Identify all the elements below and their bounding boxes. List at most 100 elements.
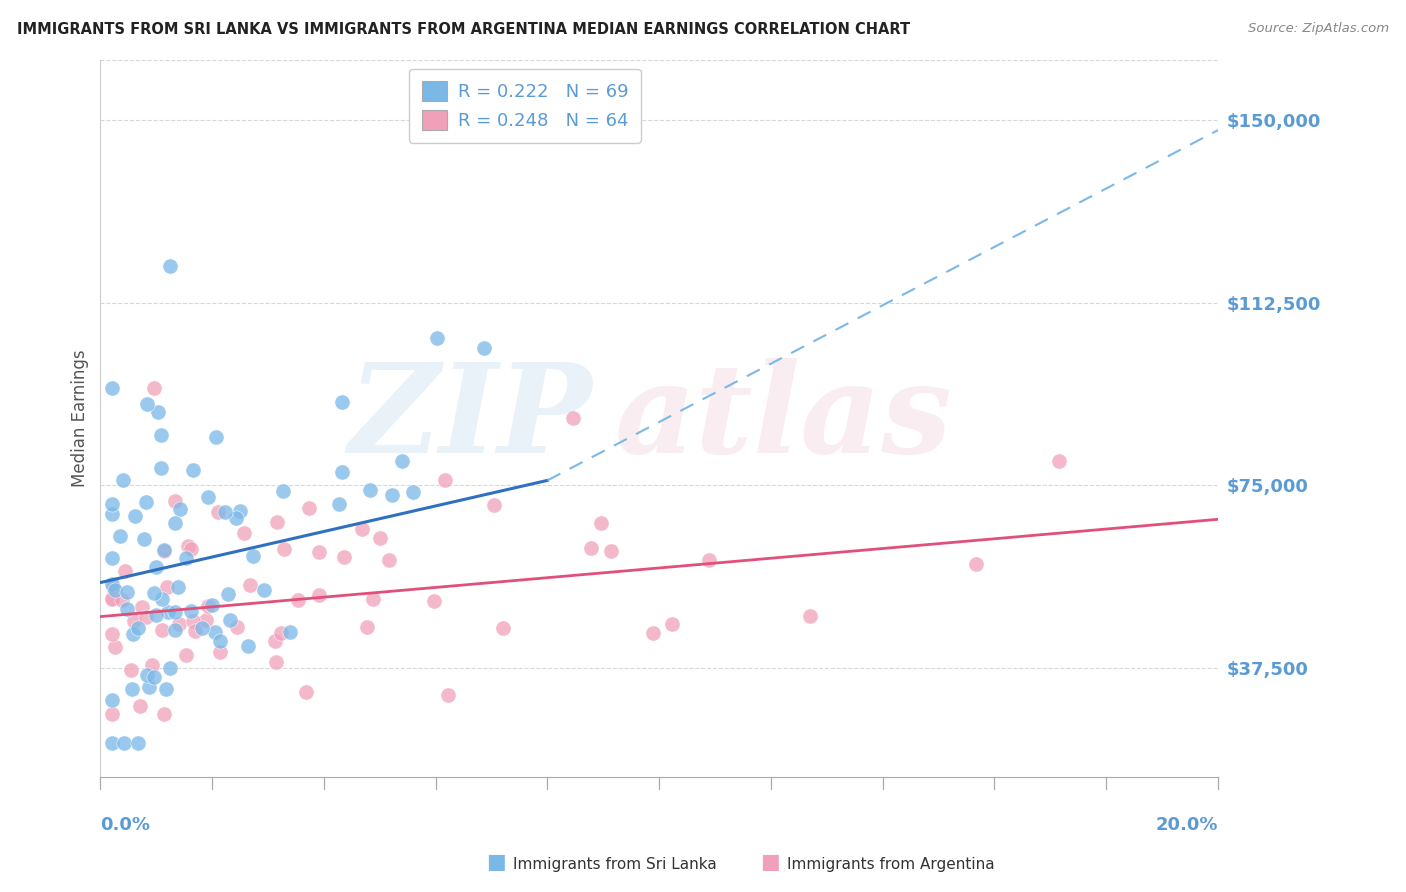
Point <box>333 550 356 565</box>
Point <box>328 497 350 511</box>
Point <box>229 504 252 518</box>
Point <box>114 564 136 578</box>
Point <box>159 661 181 675</box>
Point <box>157 605 180 619</box>
Point <box>330 394 353 409</box>
Point <box>127 736 149 750</box>
Point <box>159 260 181 274</box>
Point <box>163 605 186 619</box>
Point <box>239 578 262 592</box>
Point <box>426 331 449 345</box>
Point <box>112 473 135 487</box>
Point <box>149 427 172 442</box>
Point <box>242 549 264 564</box>
Point <box>134 533 156 547</box>
Point <box>266 656 288 670</box>
Point <box>799 609 821 624</box>
Point <box>204 624 226 639</box>
Point <box>153 706 176 721</box>
Point <box>697 553 720 567</box>
Point <box>111 592 134 607</box>
Point <box>330 466 353 480</box>
Point <box>287 593 309 607</box>
Point <box>169 502 191 516</box>
Point <box>128 698 150 713</box>
Point <box>163 623 186 637</box>
Point <box>661 616 683 631</box>
Point <box>217 587 239 601</box>
Point <box>298 500 321 515</box>
Point <box>965 558 987 572</box>
Point <box>350 522 373 536</box>
Point <box>148 405 170 419</box>
Text: ■: ■ <box>486 853 506 872</box>
Point <box>190 621 212 635</box>
Point <box>150 623 173 637</box>
Point <box>233 525 256 540</box>
Point <box>145 559 167 574</box>
Point <box>205 430 228 444</box>
Point <box>152 543 174 558</box>
Point <box>167 617 190 632</box>
Point <box>200 598 222 612</box>
Point <box>195 613 218 627</box>
Point <box>197 599 219 613</box>
Point <box>165 516 187 530</box>
Point <box>308 588 330 602</box>
Y-axis label: Median Earnings: Median Earnings <box>72 350 89 487</box>
Point <box>174 648 197 662</box>
Point <box>273 541 295 556</box>
Point <box>433 473 456 487</box>
Point <box>100 591 122 606</box>
Point <box>143 381 166 395</box>
Point <box>163 493 186 508</box>
Text: IMMIGRANTS FROM SRI LANKA VS IMMIGRANTS FROM ARGENTINA MEDIAN EARNINGS CORRELATI: IMMIGRANTS FROM SRI LANKA VS IMMIGRANTS … <box>17 22 910 37</box>
Point <box>253 582 276 597</box>
Point <box>100 626 122 640</box>
Point <box>236 639 259 653</box>
Point <box>104 582 127 597</box>
Point <box>278 625 301 640</box>
Point <box>100 550 122 565</box>
Point <box>141 657 163 672</box>
Point <box>270 625 292 640</box>
Point <box>266 516 288 530</box>
Point <box>115 602 138 616</box>
Point <box>135 610 157 624</box>
Text: Immigrants from Sri Lanka: Immigrants from Sri Lanka <box>513 857 717 872</box>
Point <box>100 381 122 395</box>
Text: atlas: atlas <box>614 358 952 479</box>
Text: Immigrants from Argentina: Immigrants from Argentina <box>787 857 995 872</box>
Text: ■: ■ <box>761 853 780 872</box>
Point <box>181 463 204 477</box>
Point <box>100 706 122 721</box>
Point <box>378 553 401 567</box>
Text: ZIP: ZIP <box>349 358 592 479</box>
Point <box>104 640 127 655</box>
Point <box>225 620 247 634</box>
Point <box>370 531 392 545</box>
Point <box>156 580 179 594</box>
Point <box>641 626 664 640</box>
Text: 0.0%: 0.0% <box>100 816 150 834</box>
Point <box>131 600 153 615</box>
Point <box>177 539 200 553</box>
Legend: R = 0.222   N = 69, R = 0.248   N = 64: R = 0.222 N = 69, R = 0.248 N = 64 <box>409 69 641 143</box>
Text: 20.0%: 20.0% <box>1156 816 1218 834</box>
Point <box>100 736 122 750</box>
Point <box>180 605 202 619</box>
Point <box>114 736 136 750</box>
Point <box>145 608 167 623</box>
Point <box>183 624 205 638</box>
Point <box>100 507 122 521</box>
Point <box>308 545 330 559</box>
Point <box>472 342 495 356</box>
Text: Source: ZipAtlas.com: Source: ZipAtlas.com <box>1249 22 1389 36</box>
Point <box>110 529 132 543</box>
Point <box>482 498 505 512</box>
Point <box>361 591 384 606</box>
Point <box>127 621 149 635</box>
Point <box>225 511 247 525</box>
Point <box>264 634 287 648</box>
Point <box>100 497 122 511</box>
